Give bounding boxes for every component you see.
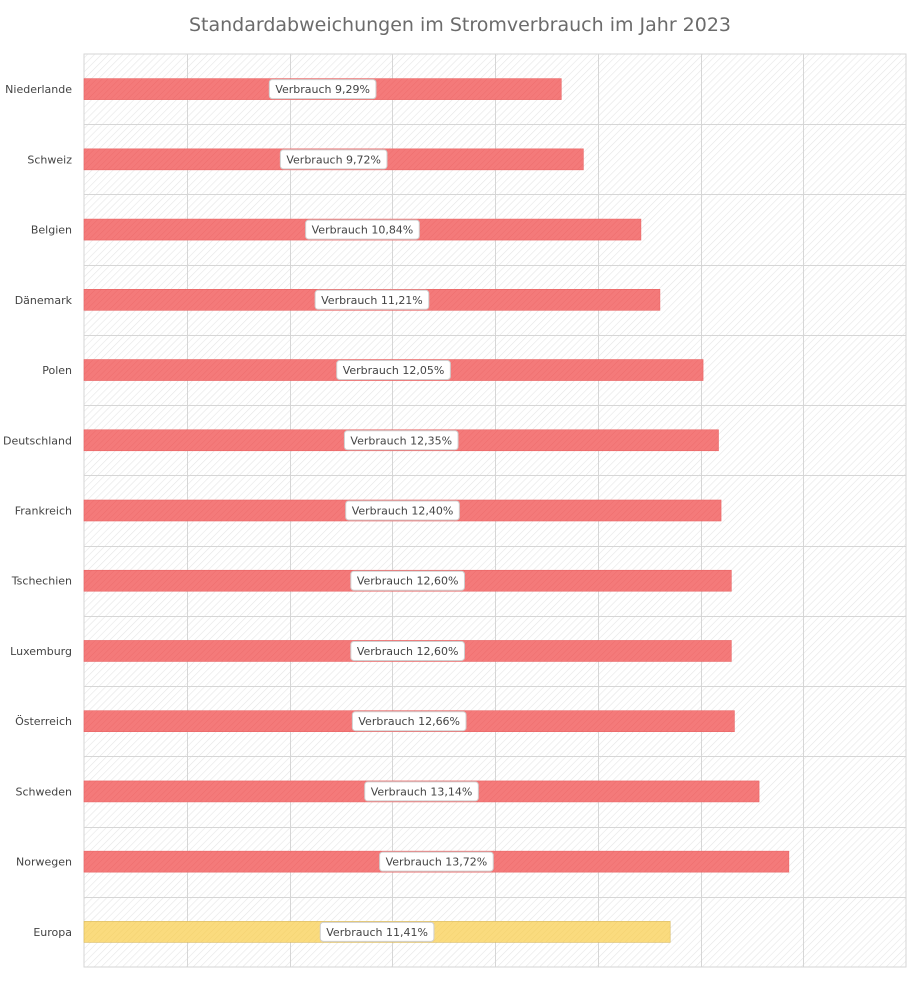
category-label: Schweden <box>16 785 73 798</box>
data-label: Verbrauch 11,41% <box>319 921 435 942</box>
data-label-box <box>350 570 465 591</box>
data-label-box <box>336 360 451 381</box>
category-label: Österreich <box>15 715 72 728</box>
data-label: Verbrauch 9,72% <box>279 149 388 170</box>
data-label: Verbrauch 12,60% <box>350 640 465 661</box>
chart-title: Standardabweichungen im Stromverbrauch i… <box>189 14 731 36</box>
category-label: Polen <box>42 364 72 377</box>
data-label: Verbrauch 12,40% <box>345 500 460 521</box>
category-label: Frankreich <box>15 505 72 518</box>
data-label: Verbrauch 10,84% <box>305 219 420 240</box>
data-label-box <box>345 500 460 521</box>
category-labels: Niederlande Schweiz Belgien Dänemark Polen De… <box>3 83 73 939</box>
category-label: Niederlande <box>5 83 72 96</box>
data-label: Verbrauch 13,14% <box>364 781 479 802</box>
data-label-text: Verbrauch 12,60% <box>357 645 459 658</box>
data-label-box <box>364 781 479 802</box>
category-label: Dänemark <box>15 294 73 307</box>
data-label-text: Verbrauch 12,05% <box>343 364 445 377</box>
data-label-text: Verbrauch 9,29% <box>275 83 370 96</box>
data-label-box <box>343 430 459 451</box>
category-label: Luxemburg <box>10 645 72 658</box>
data-labels: Verbrauch 9,29% Verbrauch 9,72% Verbrauch … <box>268 79 494 942</box>
data-label: Verbrauch 12,05% <box>336 360 451 381</box>
data-label-box <box>350 640 465 661</box>
data-label-box <box>305 219 420 240</box>
data-label-box <box>351 711 467 732</box>
category-label: Norwegen <box>16 856 72 869</box>
data-label-text: Verbrauch 12,60% <box>357 575 459 588</box>
data-label: Verbrauch 12,66% <box>351 711 467 732</box>
data-label-text: Verbrauch 13,14% <box>371 785 473 798</box>
data-label: Verbrauch 13,72% <box>379 851 494 872</box>
data-label-box <box>319 921 435 942</box>
data-label-text: Verbrauch 13,72% <box>386 856 488 869</box>
gridlines <box>84 54 906 967</box>
data-label-text: Verbrauch 12,40% <box>352 505 454 518</box>
category-label: Belgien <box>31 224 72 237</box>
category-label: Tschechien <box>11 575 72 588</box>
data-label-box <box>279 149 388 170</box>
category-label: Schweiz <box>27 153 72 166</box>
data-label-text: Verbrauch 9,72% <box>286 153 381 166</box>
data-label-text: Verbrauch 12,66% <box>358 715 460 728</box>
data-label-text: Verbrauch 12,35% <box>350 434 452 447</box>
data-label-text: Verbrauch 10,84% <box>312 224 414 237</box>
data-label-box <box>268 79 377 100</box>
category-label: Europa <box>33 926 72 939</box>
data-label-box <box>314 289 430 310</box>
data-label-text: Verbrauch 11,21% <box>321 294 423 307</box>
data-label-box <box>379 851 494 872</box>
data-label: Verbrauch 11,21% <box>314 289 430 310</box>
data-label-text: Verbrauch 11,41% <box>326 926 428 939</box>
category-label: Deutschland <box>3 434 72 447</box>
data-label: Verbrauch 9,29% <box>268 79 377 100</box>
data-label: Verbrauch 12,60% <box>350 570 465 591</box>
data-label: Verbrauch 12,35% <box>343 430 459 451</box>
